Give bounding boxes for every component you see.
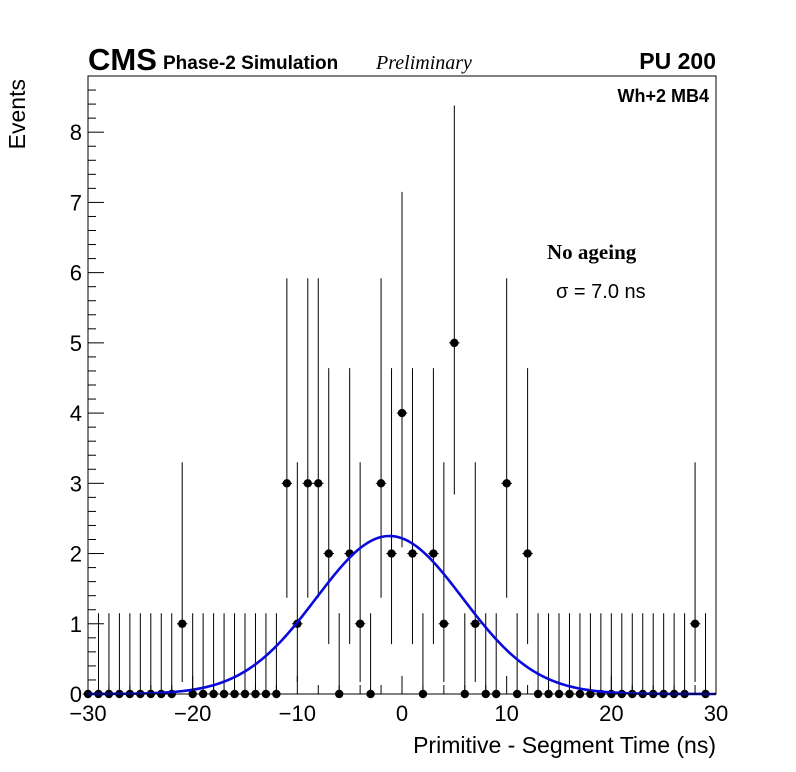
data-marker <box>429 549 438 558</box>
y-tick-label: 5 <box>70 331 82 356</box>
y-tick-label: 2 <box>70 542 82 567</box>
data-marker <box>439 619 449 628</box>
x-tick-label: 20 <box>599 701 623 726</box>
data-marker <box>314 479 323 488</box>
data-marker <box>355 619 365 628</box>
data-point <box>449 105 460 495</box>
data-point <box>375 278 387 598</box>
data-marker <box>178 619 187 628</box>
y-tick-label: 1 <box>70 612 82 637</box>
x-tick-label: 0 <box>396 701 408 726</box>
data-point <box>407 368 418 645</box>
data-point <box>470 462 481 683</box>
chamber-label: Wh+2 MB4 <box>617 86 709 106</box>
sigma-label: σ = 7.0 ns <box>556 281 646 303</box>
data-point <box>501 278 512 598</box>
data-marker <box>408 549 417 558</box>
y-tick-label: 0 <box>70 682 82 707</box>
experiment-label: CMS <box>88 42 157 77</box>
data-point <box>428 368 439 645</box>
plot-area: 0 1 2 3 4 5 6 7 8 −30 −20 −10 0 10 20 30 <box>69 75 728 726</box>
data-marker <box>450 338 459 348</box>
y-tick-label: 4 <box>70 401 82 426</box>
x-axis-ticks: −30 −20 −10 0 10 20 30 <box>69 676 728 726</box>
data-point <box>281 278 293 598</box>
x-tick-label: −30 <box>69 701 106 726</box>
data-marker <box>690 619 700 628</box>
y-axis-title: Events <box>4 79 30 149</box>
data-point <box>313 278 324 598</box>
data-marker <box>282 479 292 488</box>
data-point <box>522 368 533 645</box>
y-tick-label: 3 <box>70 471 82 496</box>
status-label: Preliminary <box>375 52 472 74</box>
condition-label: No ageing <box>547 240 637 264</box>
x-tick-label: −20 <box>174 701 211 726</box>
data-point <box>354 462 366 683</box>
x-tick-label: 10 <box>494 701 518 726</box>
data-point <box>302 278 314 598</box>
data-point <box>689 462 701 683</box>
data-point <box>176 462 188 683</box>
data-point <box>396 191 408 548</box>
data-marker <box>387 549 396 558</box>
y-tick-label: 8 <box>70 120 82 145</box>
data-marker <box>376 479 386 488</box>
x-tick-label: −10 <box>279 701 316 726</box>
data-marker <box>471 619 480 628</box>
data-marker <box>324 549 333 558</box>
y-tick-label: 7 <box>70 190 82 215</box>
data-marker <box>523 549 532 558</box>
data-marker <box>502 479 511 488</box>
data-marker <box>303 479 312 488</box>
y-axis-ticks: 0 1 2 3 4 5 6 7 8 <box>70 75 104 707</box>
x-axis-title: Primitive - Segment Time (ns) <box>413 732 716 758</box>
simulation-label: Phase-2 Simulation <box>163 53 338 74</box>
data-point <box>323 368 334 645</box>
x-tick-label: 30 <box>704 701 728 726</box>
data-point <box>386 368 397 645</box>
data-marker <box>397 408 407 418</box>
y-tick-label: 6 <box>70 261 82 286</box>
pileup-label: PU 200 <box>639 48 716 74</box>
